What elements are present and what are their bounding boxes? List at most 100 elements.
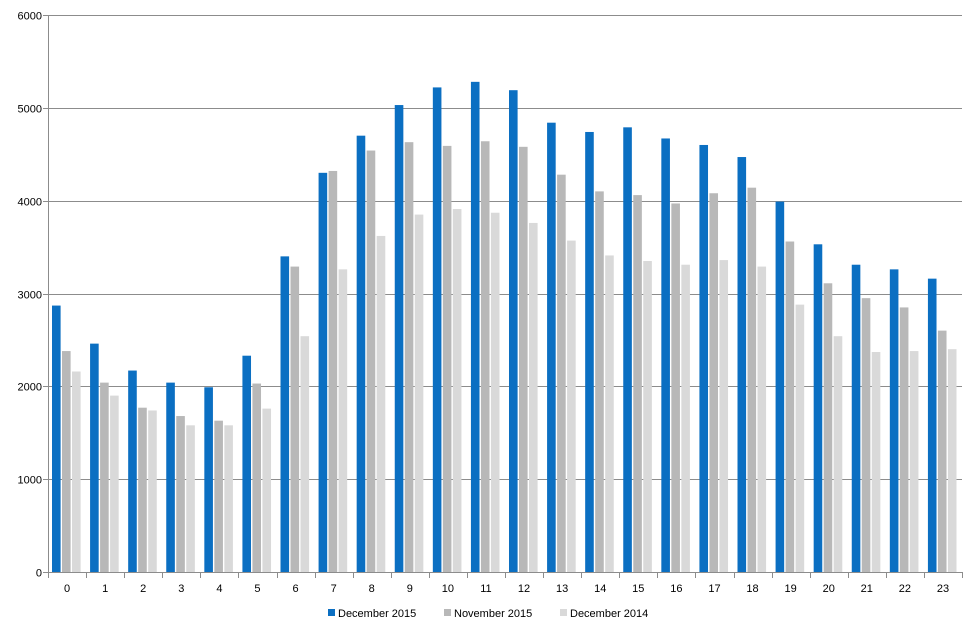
bar-december-2015: [394, 105, 404, 573]
x-tick-label: 22: [899, 583, 911, 595]
bar-november-2015: [671, 203, 680, 572]
bar-december-2015: [356, 135, 366, 572]
y-tick-label: 2000: [18, 382, 42, 394]
bar-december-2014: [643, 261, 652, 572]
x-tick-label: 18: [746, 583, 758, 595]
bar-november-2015: [62, 351, 71, 572]
bar-december-2015: [204, 387, 213, 572]
x-tick-label: 15: [632, 583, 644, 595]
y-tick-label: 0: [36, 568, 42, 580]
bar-november-2015: [595, 191, 604, 572]
legend-label: November 2015: [454, 608, 532, 620]
x-tick-label: 0: [64, 583, 70, 595]
bar-december-2015: [547, 122, 556, 572]
bar-november-2015: [519, 146, 528, 572]
x-tick-label: 2: [140, 583, 146, 595]
x-tick-label: 3: [178, 583, 184, 595]
bar-december-2014: [338, 269, 348, 572]
bar-december-2014: [833, 336, 843, 572]
bar-november-2015: [747, 187, 757, 573]
legend-label: December 2014: [570, 608, 648, 620]
legend: December 2015 November 2015 December 2014: [328, 608, 648, 620]
bar-december-2014: [567, 240, 576, 572]
y-axis-ticks: 0 1000 2000 3000 4000 5000 6000: [18, 11, 42, 580]
y-tick-label: 6000: [18, 11, 42, 23]
legend-swatch: [560, 609, 567, 616]
bar-december-2015: [851, 264, 861, 572]
bar-december-2015: [166, 382, 175, 572]
bar-november-2015: [404, 142, 414, 572]
x-tick-label: 23: [937, 583, 949, 595]
bar-november-2015: [480, 141, 490, 572]
x-tick-label: 16: [670, 583, 682, 595]
bar-december-2014: [148, 410, 157, 572]
bar-december-2015: [889, 269, 899, 572]
axes: [43, 15, 963, 578]
legend-swatch: [444, 609, 451, 616]
bar-december-2015: [623, 127, 632, 572]
y-tick-label: 4000: [18, 197, 42, 209]
x-tick-label: 4: [216, 583, 222, 595]
y-tick-label: 3000: [18, 290, 42, 302]
bars: [52, 81, 957, 573]
bar-november-2015: [899, 307, 909, 572]
bar-december-2015: [128, 370, 137, 572]
bar-december-2014: [947, 349, 957, 572]
x-tick-label: 17: [708, 583, 720, 595]
bar-december-2015: [813, 244, 823, 573]
x-tick-label: 13: [556, 583, 568, 595]
bar-december-2015: [737, 157, 747, 573]
bar-november-2015: [442, 145, 452, 572]
bar-december-2014: [529, 222, 538, 572]
x-tick-label: 21: [861, 583, 873, 595]
bar-november-2015: [100, 382, 109, 572]
bar-december-2014: [795, 304, 805, 572]
bar-november-2015: [138, 407, 147, 572]
bar-november-2015: [328, 170, 338, 572]
x-axis-ticks: 0 1 2 3 4 5 6 7 8 9 10 11 12 13 14 15 16 17 18 19 20 21 22 23: [64, 583, 949, 595]
bar-november-2015: [214, 420, 223, 572]
legend-label: December 2015: [338, 608, 416, 620]
x-tick-label: 14: [594, 583, 606, 595]
bar-december-2014: [186, 425, 195, 572]
bar-december-2015: [432, 87, 442, 572]
x-tick-label: 6: [292, 583, 298, 595]
bar-november-2015: [785, 241, 795, 572]
bar-december-2015: [585, 131, 594, 572]
bar-december-2014: [300, 336, 310, 572]
x-tick-label: 10: [442, 583, 454, 595]
bar-december-2014: [490, 212, 500, 573]
bar-december-2014: [110, 395, 119, 572]
x-tick-label: 12: [518, 583, 530, 595]
bar-december-2015: [927, 278, 937, 572]
bar-november-2015: [176, 416, 185, 572]
bar-november-2015: [861, 298, 871, 572]
y-tick-label: 5000: [18, 104, 42, 116]
x-tick-label: 1: [102, 583, 108, 595]
x-tick-label: 5: [254, 583, 260, 595]
x-tick-label: 7: [331, 583, 337, 595]
bar-november-2015: [633, 195, 642, 572]
bar-december-2014: [72, 371, 81, 572]
bar-november-2015: [709, 193, 719, 573]
bar-december-2014: [414, 214, 424, 572]
bar-december-2014: [224, 425, 233, 572]
bar-november-2015: [823, 283, 833, 572]
bar-december-2015: [699, 144, 709, 572]
x-tick-label: 8: [369, 583, 375, 595]
bar-december-2015: [509, 90, 518, 572]
bar-november-2015: [290, 266, 300, 572]
y-tick-label: 1000: [18, 475, 42, 487]
x-tick-label: 9: [407, 583, 413, 595]
bar-december-2015: [52, 305, 61, 572]
bar-december-2015: [90, 343, 99, 572]
x-tick-label: 19: [785, 583, 797, 595]
bar-november-2015: [252, 383, 262, 572]
bar-december-2015: [318, 172, 328, 572]
bar-december-2014: [909, 351, 919, 572]
bar-december-2015: [242, 355, 252, 572]
bar-december-2015: [661, 138, 670, 572]
bar-december-2014: [719, 260, 729, 572]
bar-december-2014: [757, 266, 767, 572]
